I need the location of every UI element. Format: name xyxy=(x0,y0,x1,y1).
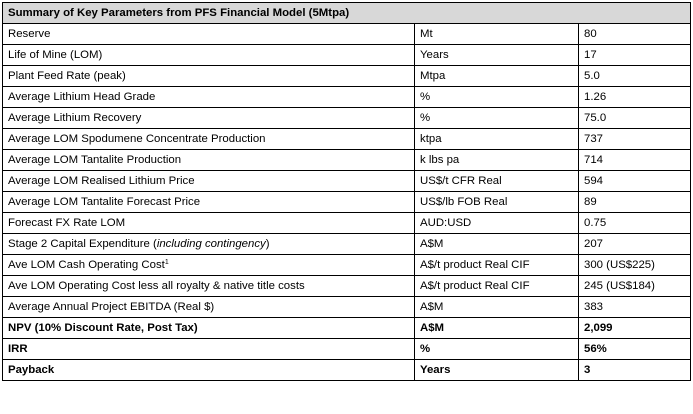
unit-cell: Mt xyxy=(414,23,579,45)
unit-cell: A$M xyxy=(414,233,579,255)
table-row: Average LOM Spodumene Concentrate Produc… xyxy=(2,128,692,150)
value-cell: 89 xyxy=(577,191,692,213)
table-row: Average Annual Project EBITDA (Real $) A… xyxy=(2,296,692,318)
param-cell: Payback xyxy=(2,359,415,381)
table-row: Life of Mine (LOM) Years 17 xyxy=(2,44,692,66)
table-title: Summary of Key Parameters from PFS Finan… xyxy=(1,2,692,24)
unit-cell: % xyxy=(414,338,579,360)
table-row: Reserve Mt 80 xyxy=(2,23,692,45)
value-cell: 245 (US$184) xyxy=(577,275,692,297)
param-cell: Average Lithium Recovery xyxy=(2,107,415,129)
param-cell: Average LOM Tantalite Production xyxy=(2,149,415,171)
unit-cell: US$/lb FOB Real xyxy=(414,191,579,213)
value-cell: 300 (US$225) xyxy=(577,254,692,276)
param-cell: Plant Feed Rate (peak) xyxy=(2,65,415,87)
value-cell: 737 xyxy=(577,128,692,150)
value-cell: 383 xyxy=(577,296,692,318)
value-cell: 2,099 xyxy=(577,317,692,339)
param-cell: Stage 2 Capital Expenditure (including c… xyxy=(2,233,415,255)
unit-cell: % xyxy=(414,86,579,108)
param-suffix: ) xyxy=(265,238,270,250)
table-row: Ave LOM Cash Operating Cost1 A$/t produc… xyxy=(2,254,692,276)
param-italic-text: including contingency xyxy=(156,238,266,250)
param-cell: Average LOM Spodumene Concentrate Produc… xyxy=(2,128,415,150)
unit-cell: AUD:USD xyxy=(414,212,579,234)
value-cell: 80 xyxy=(577,23,692,45)
table-row: Average Lithium Recovery % 75.0 xyxy=(2,107,692,129)
unit-cell: k lbs pa xyxy=(414,149,579,171)
value-cell: 714 xyxy=(577,149,692,171)
param-cell: Average Lithium Head Grade xyxy=(2,86,415,108)
unit-cell: Years xyxy=(414,359,579,381)
param-cell: IRR xyxy=(2,338,415,360)
value-cell: 0.75 xyxy=(577,212,692,234)
unit-cell: % xyxy=(414,107,579,129)
table-row: Forecast FX Rate LOM AUD:USD 0.75 xyxy=(2,212,692,234)
table-row: Stage 2 Capital Expenditure (including c… xyxy=(2,233,692,255)
table-row: Average LOM Tantalite Production k lbs p… xyxy=(2,149,692,171)
param-cell: Ave LOM Cash Operating Cost1 xyxy=(2,254,415,276)
unit-cell: A$M xyxy=(414,296,579,318)
table-row-highlight: NPV (10% Discount Rate, Post Tax) A$M 2,… xyxy=(2,317,692,339)
value-cell: 1.26 xyxy=(577,86,692,108)
key-parameters-table: Summary of Key Parameters from PFS Finan… xyxy=(1,2,692,381)
value-cell: 75.0 xyxy=(577,107,692,129)
param-cell: Reserve xyxy=(2,23,415,45)
param-cell: Average LOM Tantalite Forecast Price xyxy=(2,191,415,213)
unit-cell: A$M xyxy=(414,317,579,339)
table-row-highlight: Payback Years 3 xyxy=(2,359,692,381)
unit-cell: Mtpa xyxy=(414,65,579,87)
footnote-marker: 1 xyxy=(164,259,169,266)
table-row: Average LOM Tantalite Forecast Price US$… xyxy=(2,191,692,213)
param-text: Stage 2 Capital Expenditure ( xyxy=(8,238,157,250)
param-cell: Average Annual Project EBITDA (Real $) xyxy=(2,296,415,318)
table-header-row: Summary of Key Parameters from PFS Finan… xyxy=(1,2,692,24)
unit-cell: Years xyxy=(414,44,579,66)
value-cell: 3 xyxy=(577,359,692,381)
param-cell: Ave LOM Operating Cost less all royalty … xyxy=(2,275,415,297)
value-cell: 56% xyxy=(577,338,692,360)
unit-cell: A$/t product Real CIF xyxy=(414,275,579,297)
param-cell: Average LOM Realised Lithium Price xyxy=(2,170,415,192)
table-row: Plant Feed Rate (peak) Mtpa 5.0 xyxy=(2,65,692,87)
table-row: Average LOM Realised Lithium Price US$/t… xyxy=(2,170,692,192)
value-cell: 17 xyxy=(577,44,692,66)
param-cell: Forecast FX Rate LOM xyxy=(2,212,415,234)
unit-cell: ktpa xyxy=(414,128,579,150)
unit-cell: US$/t CFR Real xyxy=(414,170,579,192)
param-cell: NPV (10% Discount Rate, Post Tax) xyxy=(2,317,415,339)
unit-cell: A$/t product Real CIF xyxy=(414,254,579,276)
table-row: Ave LOM Operating Cost less all royalty … xyxy=(2,275,692,297)
value-cell: 5.0 xyxy=(577,65,692,87)
value-cell: 594 xyxy=(577,170,692,192)
value-cell: 207 xyxy=(577,233,692,255)
table-row-highlight: IRR % 56% xyxy=(2,338,692,360)
param-cell: Life of Mine (LOM) xyxy=(2,44,415,66)
param-text: Ave LOM Cash Operating Cost xyxy=(8,259,165,271)
summary-table-container: Summary of Key Parameters from PFS Finan… xyxy=(1,2,692,381)
table-row: Average Lithium Head Grade % 1.26 xyxy=(2,86,692,108)
